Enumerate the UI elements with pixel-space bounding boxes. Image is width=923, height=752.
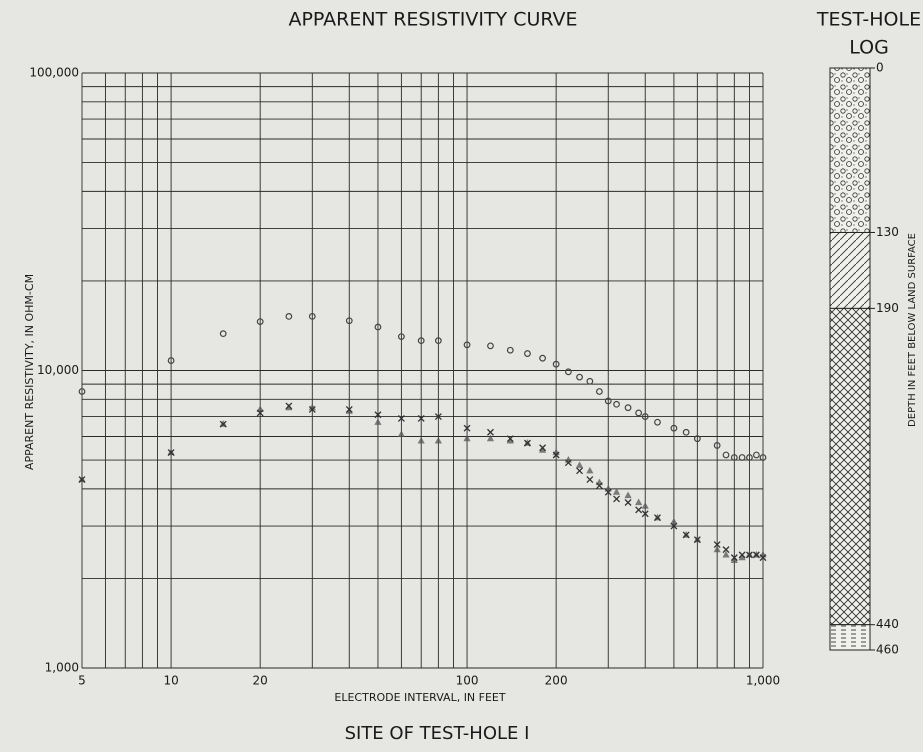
data-point <box>587 477 593 483</box>
data-point <box>487 429 493 435</box>
y-tick-label: 10,000 <box>37 363 79 377</box>
y-tick-label: 1,000 <box>45 661 79 675</box>
data-point <box>587 378 593 384</box>
y-tick-label: 100,000 <box>29 66 79 80</box>
data-point <box>624 492 631 499</box>
depth-label: 0 <box>876 61 884 75</box>
data-point <box>586 467 593 474</box>
x-tick-label: 200 <box>545 674 568 688</box>
x-tick-label: 5 <box>78 674 86 688</box>
depth-label: 440 <box>876 617 899 631</box>
data-point <box>614 401 620 407</box>
chart: APPARENT RESISTIVITY CURVE ELECTRODE INT… <box>0 0 923 752</box>
data-point <box>635 499 642 506</box>
data-point <box>683 429 689 435</box>
x-tick-label: 20 <box>253 674 268 688</box>
stratum <box>830 68 870 232</box>
data-point <box>435 437 442 444</box>
data-point <box>655 419 661 425</box>
data-point <box>597 389 603 395</box>
data-point <box>625 500 631 506</box>
data-point <box>220 331 226 337</box>
x-tick-label: 10 <box>163 674 178 688</box>
data-point <box>739 455 745 461</box>
data-point <box>636 507 642 513</box>
data-point <box>754 452 760 458</box>
data-point <box>286 314 292 320</box>
data-point <box>398 430 405 437</box>
chart-title: APPARENT RESISTIVITY CURVE <box>288 9 577 31</box>
data-point <box>418 437 425 444</box>
depth-label: 460 <box>876 643 899 657</box>
data-point <box>507 347 513 353</box>
data-point <box>488 343 494 349</box>
y-axis-label: APPARENT RESISTIVITY, IN OHM-CM <box>23 274 36 470</box>
x-axis-label: ELECTRODE INTERVAL, IN FEET <box>334 691 505 704</box>
x-tick-label: 100 <box>456 674 479 688</box>
log-title: LOG <box>849 37 889 59</box>
data-point <box>374 418 381 425</box>
depth-label: 130 <box>876 225 899 239</box>
data-point <box>723 452 729 458</box>
data-point <box>614 496 620 502</box>
stratum <box>830 232 870 308</box>
data-point <box>525 351 531 357</box>
data-point <box>636 410 642 416</box>
depth-label: 190 <box>876 301 899 315</box>
stratum <box>830 625 870 650</box>
log-axis-label: DEPTH IN FEET BELOW LAND SURFACE <box>907 233 918 427</box>
data-point <box>625 405 631 411</box>
data-point <box>566 369 572 375</box>
data-point <box>540 355 546 361</box>
data-point <box>577 468 583 474</box>
log-title: TEST-HOLE <box>816 9 921 31</box>
stratum <box>830 308 870 624</box>
data-point <box>577 374 583 380</box>
caption: SITE OF TEST-HOLE I <box>345 723 530 744</box>
data-point <box>463 435 470 442</box>
data-point <box>642 502 649 509</box>
data-point <box>596 479 603 486</box>
x-tick-label: 1,000 <box>746 674 780 688</box>
data-point <box>576 461 583 468</box>
